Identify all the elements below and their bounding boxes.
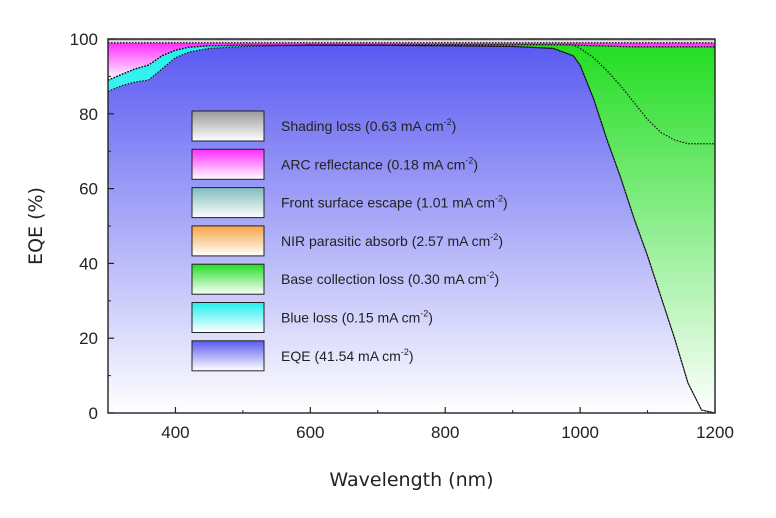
y-tick-label: 20 [79,329,98,348]
legend-label: Blue loss (0.15 mA cm-2) [281,309,433,326]
boundary-front-surface-escape [107,44,715,81]
x-tick-label: 600 [296,423,324,442]
x-tick-label: 800 [431,423,459,442]
boundary-eqe [107,44,716,414]
y-tick-label: 60 [79,180,98,199]
area-arc-reflectance [108,42,715,81]
legend-swatch [191,110,265,142]
legend-label: NIR parasitic absorb (2.57 mA cm-2) [281,232,503,249]
y-tick-label: 40 [79,254,98,273]
x-tick-label: 400 [161,423,189,442]
area-base-collection-loss [108,44,715,414]
axis-ticks: 400 600 800 1000 1200 0 20 40 60 80 100 [70,30,734,442]
area-shading-loss [108,39,715,43]
legend-label: Front surface escape (1.01 mA cm-2) [281,194,508,211]
y-axis-title: EQE (%) [25,187,47,265]
y-tick-label: 0 [89,404,98,423]
legend-label: Base collection loss (0.30 mA cm-2) [281,270,499,287]
x-tick-label: 1200 [696,423,734,442]
x-tick-label: 1000 [561,423,599,442]
legend-label: Shading loss (0.63 mA cm-2) [281,117,456,134]
legend-label: ARC reflectance (0.18 mA cm-2) [281,155,478,172]
legend-swatch [191,148,265,180]
legend-swatch [191,302,265,333]
legend-swatch [191,263,265,295]
legend-swatch [191,187,265,219]
y-tick-label: 80 [79,105,98,124]
legend-swatch [191,225,265,257]
y-tick-label: 100 [70,30,98,49]
legend: Shading loss (0.63 mA cm-2) ARC reflectan… [191,110,508,372]
x-axis-title: Wavelength (nm) [329,469,493,491]
legend-swatch [191,340,265,372]
legend-label: EQE (41.54 mA cm-2) [281,347,414,364]
